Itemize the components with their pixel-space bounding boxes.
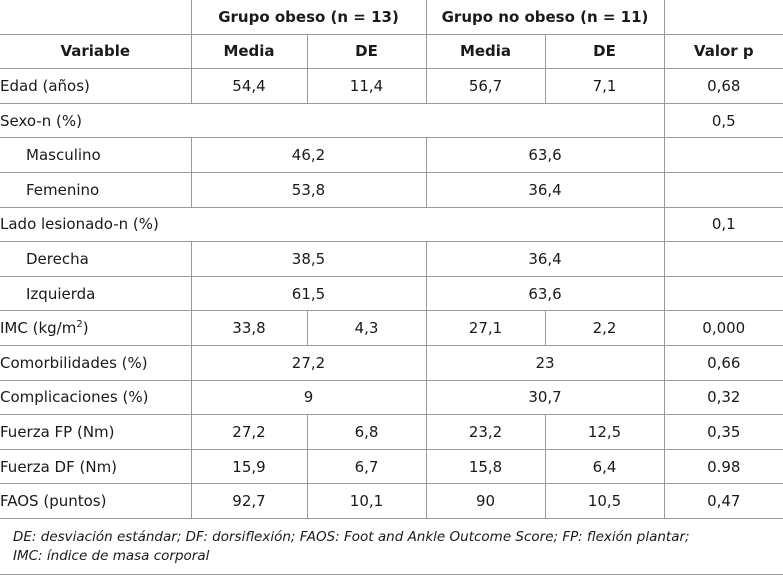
cell-p-value: 0,66 (663, 344, 783, 381)
cell-p-value-empty (663, 241, 783, 277)
cell-de-non-obese: 7,1 (544, 68, 665, 104)
cell-media-obese: 54,4 (190, 68, 308, 104)
header-empty-cell-p (663, 0, 783, 35)
cell-non-obese: 30,7 (425, 379, 665, 416)
table-row-sexo: Sexo-n (%) 0,5 (0, 102, 783, 139)
table-row-fuerza-fp: Fuerza FP (Nm) 27,2 6,8 23,2 12,5 0,35 (0, 414, 783, 450)
table-row-faos: FAOS (puntos) 92,7 10,1 90 10,5 0,47 (0, 483, 783, 519)
cell-p-value-empty (663, 275, 783, 312)
cell-p-value: 0,1 (663, 206, 783, 243)
cell-obese: 9 (190, 379, 427, 416)
cell-p-value: 0.98 (663, 448, 783, 485)
cell-p-value: 0,68 (663, 68, 783, 104)
header-variable: Variable (0, 33, 192, 70)
bottom-rule (0, 574, 783, 575)
cell-de-non-obese: 2,2 (544, 310, 665, 346)
header-de-obese: DE (306, 33, 427, 70)
header-p-value: Valor p (663, 33, 783, 70)
row-label-end: ) (82, 319, 89, 338)
row-label: FAOS (puntos) (0, 483, 192, 519)
cell-media-obese: 33,8 (190, 310, 308, 346)
table-row-edad: Edad (años) 54,4 11,4 56,7 7,1 0,68 (0, 68, 783, 104)
table-row-lado: Lado lesionado-n (%) 0,1 (0, 206, 783, 243)
cell-non-obese: 63,6 (425, 137, 665, 173)
header-group-obese: Grupo obeso (n = 13) (190, 0, 427, 35)
cell-p-value-empty (663, 171, 783, 208)
row-label: Comorbilidades (%) (0, 344, 192, 381)
row-label: Derecha (0, 241, 192, 277)
cell-media-non-obese: 56,7 (425, 68, 546, 104)
cell-p-value: 0,000 (663, 310, 783, 346)
table-row-comorbilidades: Comorbilidades (%) 27,2 23 0,66 (0, 344, 783, 381)
row-label: Sexo-n (%) (0, 102, 665, 139)
cell-media-non-obese: 15,8 (425, 448, 546, 485)
cell-media-non-obese: 23,2 (425, 414, 546, 450)
row-label: IMC (kg/m2) (0, 310, 192, 346)
row-label: Izquierda (0, 275, 192, 312)
cell-p-value: 0,47 (663, 483, 783, 519)
cell-media-obese: 92,7 (190, 483, 308, 519)
cell-non-obese: 36,4 (425, 171, 665, 208)
cell-media-obese: 27,2 (190, 414, 308, 450)
cell-de-obese: 6,7 (306, 448, 427, 485)
cell-de-obese: 10,1 (306, 483, 427, 519)
cell-obese: 27,2 (190, 344, 427, 381)
table-row-complicaciones: Complicaciones (%) 9 30,7 0,32 (0, 379, 783, 416)
cell-de-obese: 6,8 (306, 414, 427, 450)
row-label: Complicaciones (%) (0, 379, 192, 416)
cell-de-non-obese: 6,4 (544, 448, 665, 485)
row-label: Edad (años) (0, 68, 192, 104)
results-table: Grupo obeso (n = 13) Grupo no obeso (n =… (0, 0, 783, 519)
header-row-columns: Variable Media DE Media DE Valor p (0, 33, 783, 70)
cell-obese: 38,5 (190, 241, 427, 277)
cell-non-obese: 36,4 (425, 241, 665, 277)
cell-de-obese: 4,3 (306, 310, 427, 346)
table-row-fuerza-df: Fuerza DF (Nm) 15,9 6,7 15,8 6,4 0.98 (0, 448, 783, 485)
row-label: Masculino (0, 137, 192, 173)
footnote-line-2: IMC: índice de masa corporal (13, 548, 210, 564)
cell-obese: 46,2 (190, 137, 427, 173)
table-row-izquierda: Izquierda 61,5 63,6 (0, 275, 783, 312)
cell-obese: 61,5 (190, 275, 427, 312)
header-de-non-obese: DE (544, 33, 665, 70)
cell-non-obese: 23 (425, 344, 665, 381)
header-group-non-obese: Grupo no obeso (n = 11) (425, 0, 665, 35)
footnote-line-1: DE: desviación estándar; DF: dorsiflexió… (13, 529, 690, 545)
cell-non-obese: 63,6 (425, 275, 665, 312)
cell-p-value: 0,35 (663, 414, 783, 450)
cell-p-value-empty (663, 137, 783, 173)
cell-p-value: 0,32 (663, 379, 783, 416)
cell-media-obese: 15,9 (190, 448, 308, 485)
cell-media-non-obese: 27,1 (425, 310, 546, 346)
row-label: Femenino (0, 171, 192, 208)
cell-media-non-obese: 90 (425, 483, 546, 519)
cell-obese: 53,8 (190, 171, 427, 208)
header-row-groups: Grupo obeso (n = 13) Grupo no obeso (n =… (0, 0, 783, 35)
table-row-femenino: Femenino 53,8 36,4 (0, 171, 783, 208)
row-label: Lado lesionado-n (%) (0, 206, 665, 243)
cell-p-value: 0,5 (663, 102, 783, 139)
row-label: Fuerza DF (Nm) (0, 448, 192, 485)
row-label-main: IMC (kg/m (0, 319, 77, 338)
cell-de-non-obese: 10,5 (544, 483, 665, 519)
table-row-derecha: Derecha 38,5 36,4 (0, 241, 783, 277)
row-label: Fuerza FP (Nm) (0, 414, 192, 450)
row-label-superscript: 2 (76, 319, 83, 331)
cell-de-obese: 11,4 (306, 68, 427, 104)
header-empty-cell (0, 0, 192, 35)
cell-de-non-obese: 12,5 (544, 414, 665, 450)
header-media-obese: Media (190, 33, 308, 70)
header-media-non-obese: Media (425, 33, 546, 70)
table-footnote: DE: desviación estándar; DF: dorsiflexió… (13, 528, 773, 566)
table-row-masculino: Masculino 46,2 63,6 (0, 137, 783, 173)
table-row-imc: IMC (kg/m2) 33,8 4,3 27,1 2,2 0,000 (0, 310, 783, 346)
